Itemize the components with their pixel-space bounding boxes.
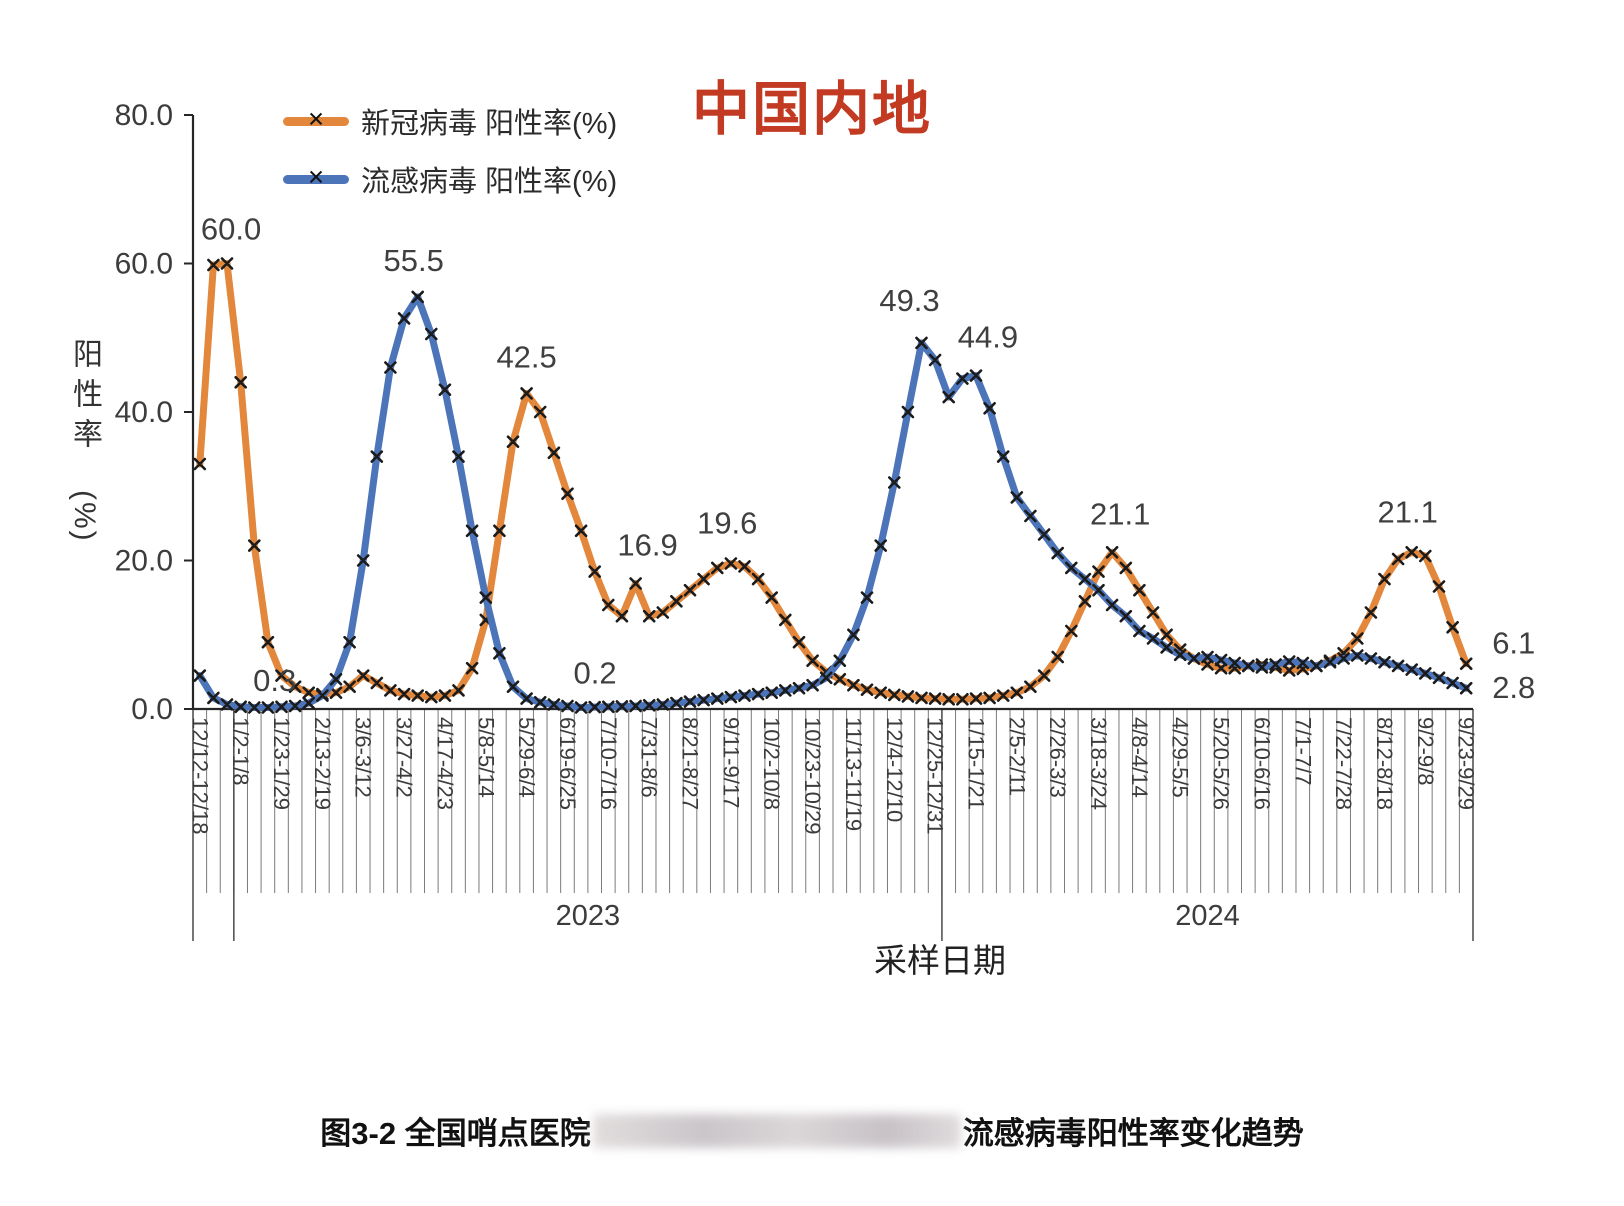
x-tick-label: 12/25-12/31 — [923, 717, 948, 834]
covid-series-markers — [193, 257, 1473, 706]
legend-item-covid: ✕ 新冠病毒 阳性率(%) — [283, 100, 617, 142]
data-label: 21.1 — [1090, 496, 1150, 531]
data-label: 55.5 — [384, 243, 444, 278]
data-label: 2.8 — [1492, 670, 1535, 705]
x-tick-label: 4/29-5/5 — [1168, 717, 1193, 798]
x-axis-title: 采样日期 — [874, 942, 1006, 979]
legend-label-covid: 新冠病毒 阳性率(%) — [361, 108, 618, 140]
chart-title: 中国内地 — [691, 77, 933, 142]
x-tick-label: 3/27-4/2 — [392, 717, 417, 798]
caption-suffix: 流感病毒阳性率变化趋势 — [962, 1116, 1304, 1151]
x-tick-label: 8/21-8/27 — [678, 717, 703, 810]
plot-area: 2023 2024 0.0 20.0 40.0 60.0 80.0 12/12-12/18 1/… — [115, 99, 1536, 979]
x-tick-label: 7/22-7/28 — [1331, 717, 1356, 810]
x-tick-label: 1/2-1/8 — [228, 717, 253, 786]
figure-caption: 图3-2 全国哨点医院 流感病毒阳性率变化趋势 — [0, 1108, 1624, 1153]
y-tick-label: 40.0 — [115, 396, 173, 429]
y-tick-label: 20.0 — [115, 545, 173, 578]
legend: ✕ 新冠病毒 阳性率(%) ✕ 流感病毒 阳性率(%) — [283, 100, 617, 200]
x-marker-icon: ✕ — [307, 166, 325, 190]
x-tick-label: 9/11-9/17 — [718, 717, 743, 808]
data-label: 49.3 — [879, 283, 939, 318]
x-tick-label: 4/8-4/14 — [1127, 717, 1152, 798]
x-tick-label: 4/17-4/23 — [432, 717, 457, 810]
x-tick-label: 10/23-10/29 — [800, 717, 825, 834]
y-tick-label: 0.0 — [131, 693, 173, 726]
data-label: 0.2 — [574, 656, 617, 691]
data-label: 16.9 — [617, 528, 677, 563]
x-tick-label: 5/20-5/26 — [1209, 717, 1234, 810]
covid-line-swatch: ✕ — [283, 110, 349, 131]
x-tick-label: 7/1-7/7 — [1290, 717, 1315, 786]
x-tick-label: 9/2-9/8 — [1413, 717, 1438, 786]
x-tick-label: 8/12-8/18 — [1372, 717, 1397, 810]
flu-series-markers — [193, 290, 1473, 714]
x-tick-label: 7/31-8/6 — [637, 717, 662, 798]
x-tick-label: 2/5-2/11 — [1004, 717, 1029, 796]
x-tick-label: 12/4-12/10 — [882, 717, 907, 822]
data-label: 60.0 — [201, 212, 261, 247]
x-tick-label: 6/10-6/16 — [1249, 717, 1274, 810]
x-tick-label: 1/15-1/21 — [963, 717, 988, 810]
x-marker-icon: ✕ — [307, 108, 325, 132]
x-tick-label: 6/19-6/25 — [555, 717, 580, 810]
x-tick-label: 10/2-10/8 — [759, 717, 784, 810]
legend-label-flu: 流感病毒 阳性率(%) — [361, 166, 618, 198]
caption-prefix: 图3-2 全国哨点医院 — [320, 1116, 591, 1151]
data-label: 42.5 — [496, 339, 556, 374]
flu-series-line — [196, 293, 1470, 711]
flu-line-swatch: ✕ — [283, 168, 349, 189]
x-tick-label: 3/6-3/12 — [351, 717, 376, 798]
data-label: 0.3 — [253, 663, 296, 698]
data-label: 44.9 — [958, 320, 1018, 355]
data-label: 19.6 — [697, 505, 757, 540]
year-label: 2023 — [556, 900, 621, 932]
year-label: 2024 — [1175, 900, 1240, 932]
data-label: 6.1 — [1492, 626, 1535, 661]
x-tick-label: 5/8-5/14 — [473, 717, 498, 798]
x-tick-label: 9/23-9/29 — [1454, 717, 1479, 810]
x-tick-label: 2/13-2/19 — [310, 717, 335, 810]
x-tick-label: 11/13-11/19 — [841, 717, 866, 831]
y-axis-title: 阳性率 (%) — [62, 338, 106, 543]
x-tick-label: 7/10-7/16 — [596, 717, 621, 810]
x-tick-label: 2/26-3/3 — [1045, 717, 1070, 798]
data-label: 21.1 — [1378, 494, 1438, 529]
y-tick-label: 60.0 — [115, 248, 173, 281]
legend-item-flu: ✕ 流感病毒 阳性率(%) — [283, 158, 617, 200]
x-tick-label: 1/23-1/29 — [269, 717, 294, 810]
covid-series-line — [196, 260, 1470, 703]
y-axis-title-text: 阳性率 — [68, 338, 101, 458]
x-tick-label: 5/29-6/4 — [514, 717, 539, 798]
x-tick-label: 12/12-12/18 — [187, 717, 212, 834]
x-tick-label: 3/18-3/24 — [1086, 717, 1111, 810]
y-axis-unit: (%) — [68, 490, 101, 543]
redacted-text-block — [592, 1113, 961, 1148]
y-tick-label: 80.0 — [115, 99, 173, 132]
